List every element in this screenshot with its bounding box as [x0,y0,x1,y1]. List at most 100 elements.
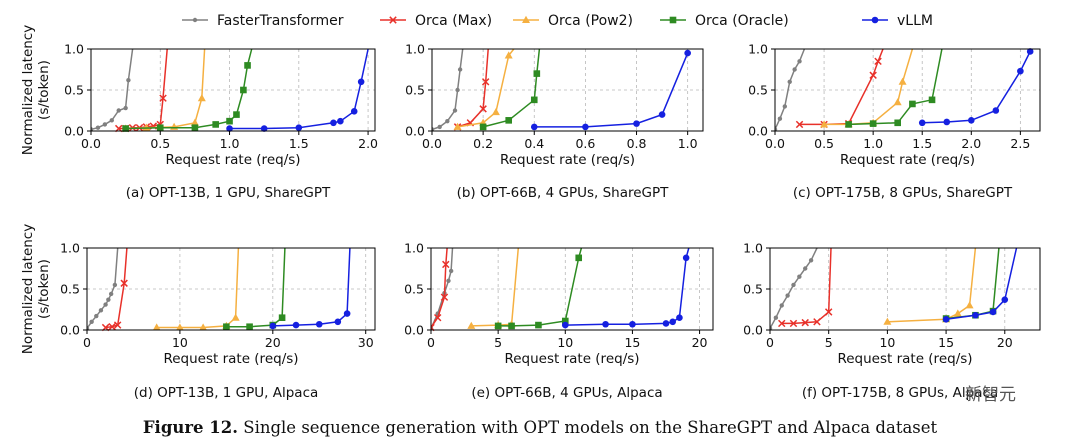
subfigure-caption: (a) OPT-13B, 1 GPU, ShareGPT [126,185,331,201]
data-point [582,123,589,131]
chart-panel: 0 5 10 15 20 0.0 0.5 1.0 Request rate (req/s) (f)… [743,241,1041,401]
series-line [125,48,253,130]
data-point [191,124,199,132]
series-line [272,247,351,327]
data-point [108,322,116,331]
chart-panel: 0.0 0.2 0.4 0.6 0.8 1.0 0.0 0.5 1.0 Request rate … [405,42,704,201]
data-point [989,308,997,316]
caption-text: Single sequence generation with OPT mode… [238,418,938,437]
x-axis-label: Request rate (req/s) [840,152,975,168]
x-tick-label: 30 [358,335,374,350]
data-point [801,318,809,327]
x-tick-label: 2.0 [358,136,378,151]
x-tick-label: 15 [938,335,954,350]
legend-marker [522,15,530,23]
data-point [824,308,833,316]
series-line [848,48,943,126]
data-point [669,318,677,326]
data-point [479,105,487,113]
data-point [533,70,541,77]
series-line [431,247,454,329]
legend-item: Orca (Max) [380,13,492,29]
y-tick-label: 0.0 [405,124,425,139]
x-tick-label: 0 [427,335,435,350]
x-tick-label: 10 [879,335,895,350]
data-point [504,51,513,59]
data-point [440,293,449,301]
data-point [789,319,798,328]
series-line [799,48,884,126]
data-point [87,326,90,331]
data-point [481,78,490,86]
x-tick-label: 0.2 [473,136,493,151]
x-tick-label: 5 [494,335,502,350]
x-tick-label: 1.0 [863,136,883,151]
y-tick-label: 0.5 [404,282,424,297]
x-tick-label: 0 [83,335,91,350]
y-tick-label: 0.5 [64,83,84,98]
data-point [343,310,351,317]
y-tick-label: 0.0 [404,323,424,338]
data-point [928,96,936,104]
subfigure-caption: (e) OPT-66B, 4 GPUs, Alpaca [471,385,662,401]
data-point [445,118,450,124]
data-point [1017,67,1024,75]
x-tick-label: 10 [172,335,188,350]
x-tick-label: 0.6 [575,136,595,151]
data-point [894,119,901,127]
data-point [682,254,690,262]
series-line [498,247,583,327]
data-point [453,122,462,130]
data-point [491,107,500,116]
data-point [446,278,451,283]
data-point [773,315,779,320]
data-point [874,57,882,66]
x-axis-label: Request rate (req/s) [837,351,972,367]
data-point [782,104,788,109]
data-point [123,105,128,111]
legend-marker [192,17,198,23]
x-tick-label: 1.0 [678,136,698,151]
data-point [442,260,450,269]
data-point [433,313,442,322]
data-point [126,77,131,83]
data-point [1026,48,1034,55]
data-point [530,96,538,104]
series-line [471,247,520,327]
data-point [108,291,114,297]
data-point [813,318,821,326]
x-tick-label: 0.0 [765,136,785,151]
data-point [943,118,951,126]
legend: FasterTransformer Orca (Max) Orca (Pow2) Or… [182,13,933,29]
data-point [965,301,974,309]
y-axis-label: Normalized latency(s/token) [20,25,52,155]
data-point [223,323,230,331]
series-line [91,48,134,131]
subfigure-caption: (f) OPT-175B, 8 GPUs, Alpaca [802,385,998,401]
data-point [89,319,94,324]
legend-label: Orca (Pow2) [548,13,633,29]
data-point [791,282,796,288]
subfigure-caption: (d) OPT-13B, 1 GPU, Alpaca [134,385,319,401]
data-point [869,71,877,79]
data-point [120,279,128,287]
series-group [775,48,1034,132]
legend-label: FasterTransformer [217,13,344,29]
data-point [357,78,365,86]
data-point [240,86,247,94]
data-point [684,49,691,57]
series-line [156,247,240,329]
x-axis-label: Request rate (req/s) [165,152,300,168]
data-point [808,258,814,263]
y-tick-label: 0.0 [64,124,84,139]
legend-label: Orca (Oracle) [695,13,789,29]
data-point [530,123,538,131]
series-group [770,247,1018,331]
data-point [122,125,129,132]
data-point [775,127,778,132]
data-point [845,121,852,128]
y-tick-label: 1.0 [60,241,80,256]
data-point [231,313,240,321]
data-point [95,125,101,130]
